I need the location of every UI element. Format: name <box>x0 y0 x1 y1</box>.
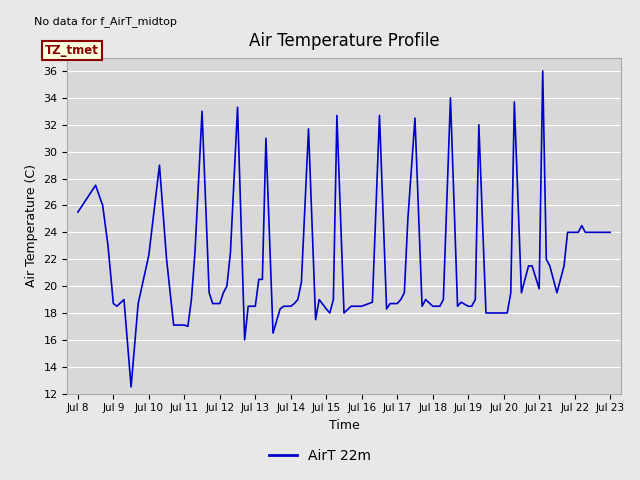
Text: No data for f_AirT_midtop: No data for f_AirT_midtop <box>34 16 177 27</box>
Text: TZ_tmet: TZ_tmet <box>45 44 99 57</box>
Title: Air Temperature Profile: Air Temperature Profile <box>249 33 439 50</box>
Legend: AirT 22m: AirT 22m <box>264 443 376 468</box>
X-axis label: Time: Time <box>328 419 360 432</box>
Y-axis label: Air Temperature (C): Air Temperature (C) <box>25 164 38 287</box>
